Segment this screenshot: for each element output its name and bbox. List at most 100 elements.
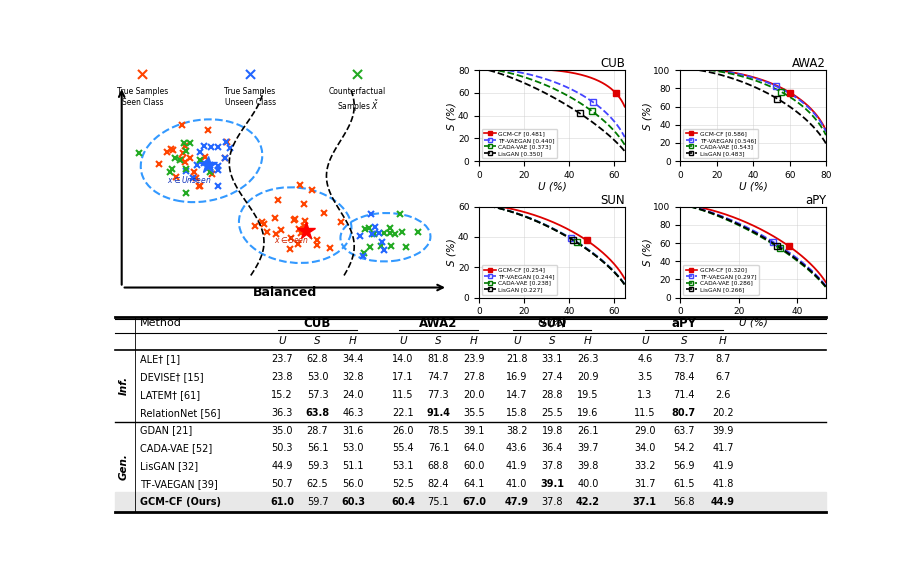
Text: 19.5: 19.5 (577, 390, 599, 400)
Text: 17.1: 17.1 (392, 372, 414, 382)
Text: Balanced: Balanced (252, 285, 317, 298)
Text: 2.6: 2.6 (715, 390, 731, 400)
Text: 42.2: 42.2 (576, 497, 599, 507)
Text: aPY: aPY (805, 194, 826, 207)
Text: 54.2: 54.2 (673, 443, 695, 453)
Text: 25.5: 25.5 (542, 408, 563, 418)
Text: ALE† [1]: ALE† [1] (140, 354, 180, 364)
Text: 81.8: 81.8 (428, 354, 449, 364)
Text: 64.1: 64.1 (464, 479, 485, 489)
Text: 50.3: 50.3 (271, 443, 293, 453)
Text: LATEM† [61]: LATEM† [61] (140, 390, 200, 400)
Y-axis label: S (%): S (%) (642, 102, 652, 129)
Text: 11.5: 11.5 (634, 408, 655, 418)
Text: 91.4: 91.4 (427, 408, 451, 418)
Text: 53.1: 53.1 (392, 462, 414, 472)
Text: Gen.: Gen. (118, 453, 129, 480)
Text: 22.1: 22.1 (392, 408, 414, 418)
X-axis label: U (%): U (%) (538, 318, 566, 328)
Text: H: H (584, 336, 592, 346)
Text: 26.0: 26.0 (392, 425, 414, 436)
Text: 29.0: 29.0 (634, 425, 655, 436)
Text: 26.1: 26.1 (577, 425, 599, 436)
Text: S: S (680, 336, 688, 346)
Text: $x\in$Unseen: $x\in$Unseen (167, 174, 211, 185)
Text: 31.6: 31.6 (342, 425, 364, 436)
Text: ×: × (242, 66, 258, 84)
Text: 43.6: 43.6 (506, 443, 528, 453)
Text: CUB: CUB (304, 316, 331, 329)
Text: S: S (314, 336, 320, 346)
Text: 41.0: 41.0 (506, 479, 528, 489)
Text: CUB: CUB (600, 57, 625, 70)
Bar (115, 493, 826, 511)
Text: 35.0: 35.0 (271, 425, 293, 436)
Text: 26.3: 26.3 (577, 354, 599, 364)
Text: 34.4: 34.4 (342, 354, 364, 364)
Text: 75.1: 75.1 (428, 497, 449, 507)
Text: U: U (399, 336, 407, 346)
Text: 41.9: 41.9 (506, 462, 528, 472)
Text: GCM-CF (Ours): GCM-CF (Ours) (140, 497, 220, 507)
Text: 37.1: 37.1 (633, 497, 656, 507)
Text: 44.9: 44.9 (711, 497, 735, 507)
Text: 28.8: 28.8 (542, 390, 563, 400)
Text: 39.1: 39.1 (464, 425, 485, 436)
Text: 27.8: 27.8 (464, 372, 485, 382)
Text: S: S (435, 336, 442, 346)
Text: 57.3: 57.3 (307, 390, 329, 400)
Text: 8.7: 8.7 (715, 354, 731, 364)
X-axis label: U (%): U (%) (739, 181, 767, 191)
Text: 23.8: 23.8 (271, 372, 293, 382)
Text: ×: × (350, 66, 365, 84)
Text: 6.7: 6.7 (715, 372, 731, 382)
Legend: GCM-CF [0.320], TF-VAEGAN [0.297], CADA-VAE [0.286], LisGAN [0.266]: GCM-CF [0.320], TF-VAEGAN [0.297], CADA-… (683, 266, 758, 295)
Text: U: U (513, 336, 521, 346)
Text: True Samples
Unseen Class: True Samples Unseen Class (225, 87, 275, 106)
Text: 59.3: 59.3 (307, 462, 329, 472)
Text: $x\in$Seen$^+$: $x\in$Seen$^+$ (274, 235, 315, 246)
Legend: GCM-CF [0.586], TF-VAEGAN [0.546], CADA-VAE [0.543], LisGAN [0.483]: GCM-CF [0.586], TF-VAEGAN [0.546], CADA-… (683, 129, 758, 158)
Text: 44.9: 44.9 (271, 462, 293, 472)
Text: 63.8: 63.8 (306, 408, 330, 418)
Text: 31.7: 31.7 (634, 479, 655, 489)
Text: 56.9: 56.9 (673, 462, 695, 472)
Text: 19.6: 19.6 (577, 408, 599, 418)
Text: Inf.: Inf. (118, 376, 129, 395)
Text: 40.0: 40.0 (577, 479, 599, 489)
Text: H: H (719, 336, 727, 346)
Text: 3.5: 3.5 (637, 372, 653, 382)
Text: 1.3: 1.3 (637, 390, 653, 400)
Text: 52.5: 52.5 (392, 479, 414, 489)
Text: 16.9: 16.9 (506, 372, 528, 382)
Text: 39.9: 39.9 (712, 425, 733, 436)
Text: 34.0: 34.0 (634, 443, 655, 453)
Text: 71.4: 71.4 (673, 390, 695, 400)
Text: RelationNet [56]: RelationNet [56] (140, 408, 220, 418)
Text: 14.7: 14.7 (506, 390, 528, 400)
Text: 35.5: 35.5 (464, 408, 485, 418)
Text: 78.4: 78.4 (673, 372, 695, 382)
Text: 53.0: 53.0 (342, 443, 364, 453)
Text: 38.2: 38.2 (506, 425, 528, 436)
Text: AWA2: AWA2 (420, 316, 458, 329)
Text: 61.0: 61.0 (270, 497, 294, 507)
Text: AWA2: AWA2 (792, 57, 826, 70)
Text: 41.7: 41.7 (712, 443, 733, 453)
Text: U: U (278, 336, 285, 346)
Text: LisGAN [32]: LisGAN [32] (140, 462, 197, 472)
Text: 46.3: 46.3 (342, 408, 364, 418)
Text: SUN: SUN (600, 194, 625, 207)
Text: 47.9: 47.9 (505, 497, 529, 507)
Text: 36.3: 36.3 (271, 408, 293, 418)
Text: 60.4: 60.4 (391, 497, 415, 507)
Text: 56.8: 56.8 (673, 497, 695, 507)
Text: 77.3: 77.3 (428, 390, 449, 400)
Text: 15.8: 15.8 (506, 408, 528, 418)
Text: Method: Method (140, 318, 182, 328)
Text: GDAN [21]: GDAN [21] (140, 425, 192, 436)
Text: 68.8: 68.8 (428, 462, 449, 472)
Text: 37.8: 37.8 (542, 497, 563, 507)
Text: 63.7: 63.7 (673, 425, 695, 436)
Text: 80.7: 80.7 (672, 408, 696, 418)
